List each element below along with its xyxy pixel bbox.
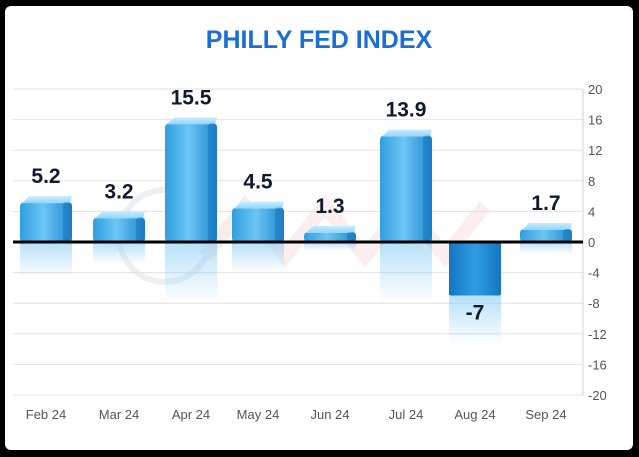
value-labels: 5.2 3.2 15.5 4.5 1.3 13.9 -7 1.7 — [31, 86, 560, 324]
y-tick-label: 16 — [588, 113, 602, 128]
y-tick-label: -16 — [588, 357, 607, 372]
value-label: 13.9 — [386, 99, 427, 122]
y-tick-label: 4 — [588, 204, 595, 219]
y-axis-ticks: 20 16 12 8 4 0 -4 -8 -12 -16 -20 — [588, 82, 607, 403]
value-label: 1.3 — [315, 195, 344, 218]
bar-side — [275, 207, 284, 242]
bar — [232, 201, 284, 242]
bar-face — [93, 217, 145, 242]
y-tick-label: 20 — [588, 82, 602, 97]
bar-reflection — [232, 242, 284, 273]
value-label: 15.5 — [171, 86, 212, 109]
y-tick-label: 12 — [588, 143, 602, 158]
bar-reflection — [520, 242, 572, 254]
x-tick-label: Jun 24 — [310, 407, 349, 422]
bar-face — [20, 202, 72, 242]
bar-reflection — [20, 242, 72, 278]
bar-face — [520, 228, 572, 242]
bar-reflections — [20, 242, 572, 346]
value-label: 1.7 — [531, 192, 560, 215]
x-tick-label: Sep 24 — [525, 407, 566, 422]
bar-reflection — [380, 242, 432, 302]
bar-face — [449, 242, 501, 296]
bar-face — [165, 123, 217, 242]
bar-top — [95, 211, 145, 219]
bar-top — [382, 129, 432, 137]
x-tick-label: Feb 24 — [26, 407, 66, 422]
bar-face — [304, 232, 356, 242]
y-tick-label: 8 — [588, 174, 595, 189]
value-label: -7 — [466, 302, 485, 325]
y-tick-label: 0 — [588, 235, 595, 250]
x-tick-label: Jul 24 — [389, 407, 424, 422]
bar-side — [208, 123, 217, 242]
bar-top — [22, 196, 72, 204]
bars — [20, 117, 572, 296]
y-tick-label: -20 — [588, 388, 607, 403]
bar — [520, 222, 572, 242]
bar-side — [347, 232, 356, 242]
chart-frame: PHILLY FED INDEX 5.2 3.2 15.5 4.5 1.3 13.9 -7 1… — [5, 6, 633, 450]
x-tick-label: Aug 24 — [454, 407, 495, 422]
bar-face — [232, 207, 284, 242]
bar-side — [423, 135, 432, 242]
bar-reflection — [165, 242, 217, 302]
bar — [165, 117, 217, 242]
bar — [380, 129, 432, 242]
bar — [20, 196, 72, 242]
bar-face — [380, 135, 432, 242]
bar — [93, 211, 145, 242]
chart-svg: PHILLY FED INDEX 5.2 3.2 15.5 4.5 1.3 13.9 -7 1… — [13, 26, 607, 422]
bar-reflection — [93, 242, 145, 265]
bar-top — [234, 201, 284, 209]
x-tick-label: May 24 — [237, 407, 280, 422]
bar-top — [306, 226, 356, 234]
bar-reflection — [449, 295, 501, 346]
bar-top — [167, 117, 217, 125]
value-label: 3.2 — [104, 181, 133, 204]
bar-side — [563, 228, 572, 242]
bar-top — [522, 222, 572, 230]
value-label: 4.5 — [243, 171, 273, 194]
y-tick-label: -8 — [588, 296, 600, 311]
bar-side — [63, 202, 72, 242]
bar — [304, 226, 356, 242]
x-tick-label: Mar 24 — [99, 407, 139, 422]
value-label: 5.2 — [31, 165, 60, 188]
y-tick-label: -4 — [588, 266, 600, 281]
bar-reflection — [304, 242, 356, 251]
bar-side — [136, 217, 145, 242]
bar — [449, 242, 501, 296]
x-axis-ticks: Feb 24 Mar 24 Apr 24 May 24 Jun 24 Jul 24 Aug … — [26, 407, 567, 422]
chart-title: PHILLY FED INDEX — [206, 26, 433, 54]
x-tick-label: Apr 24 — [172, 407, 210, 422]
y-tick-label: -12 — [588, 327, 607, 342]
